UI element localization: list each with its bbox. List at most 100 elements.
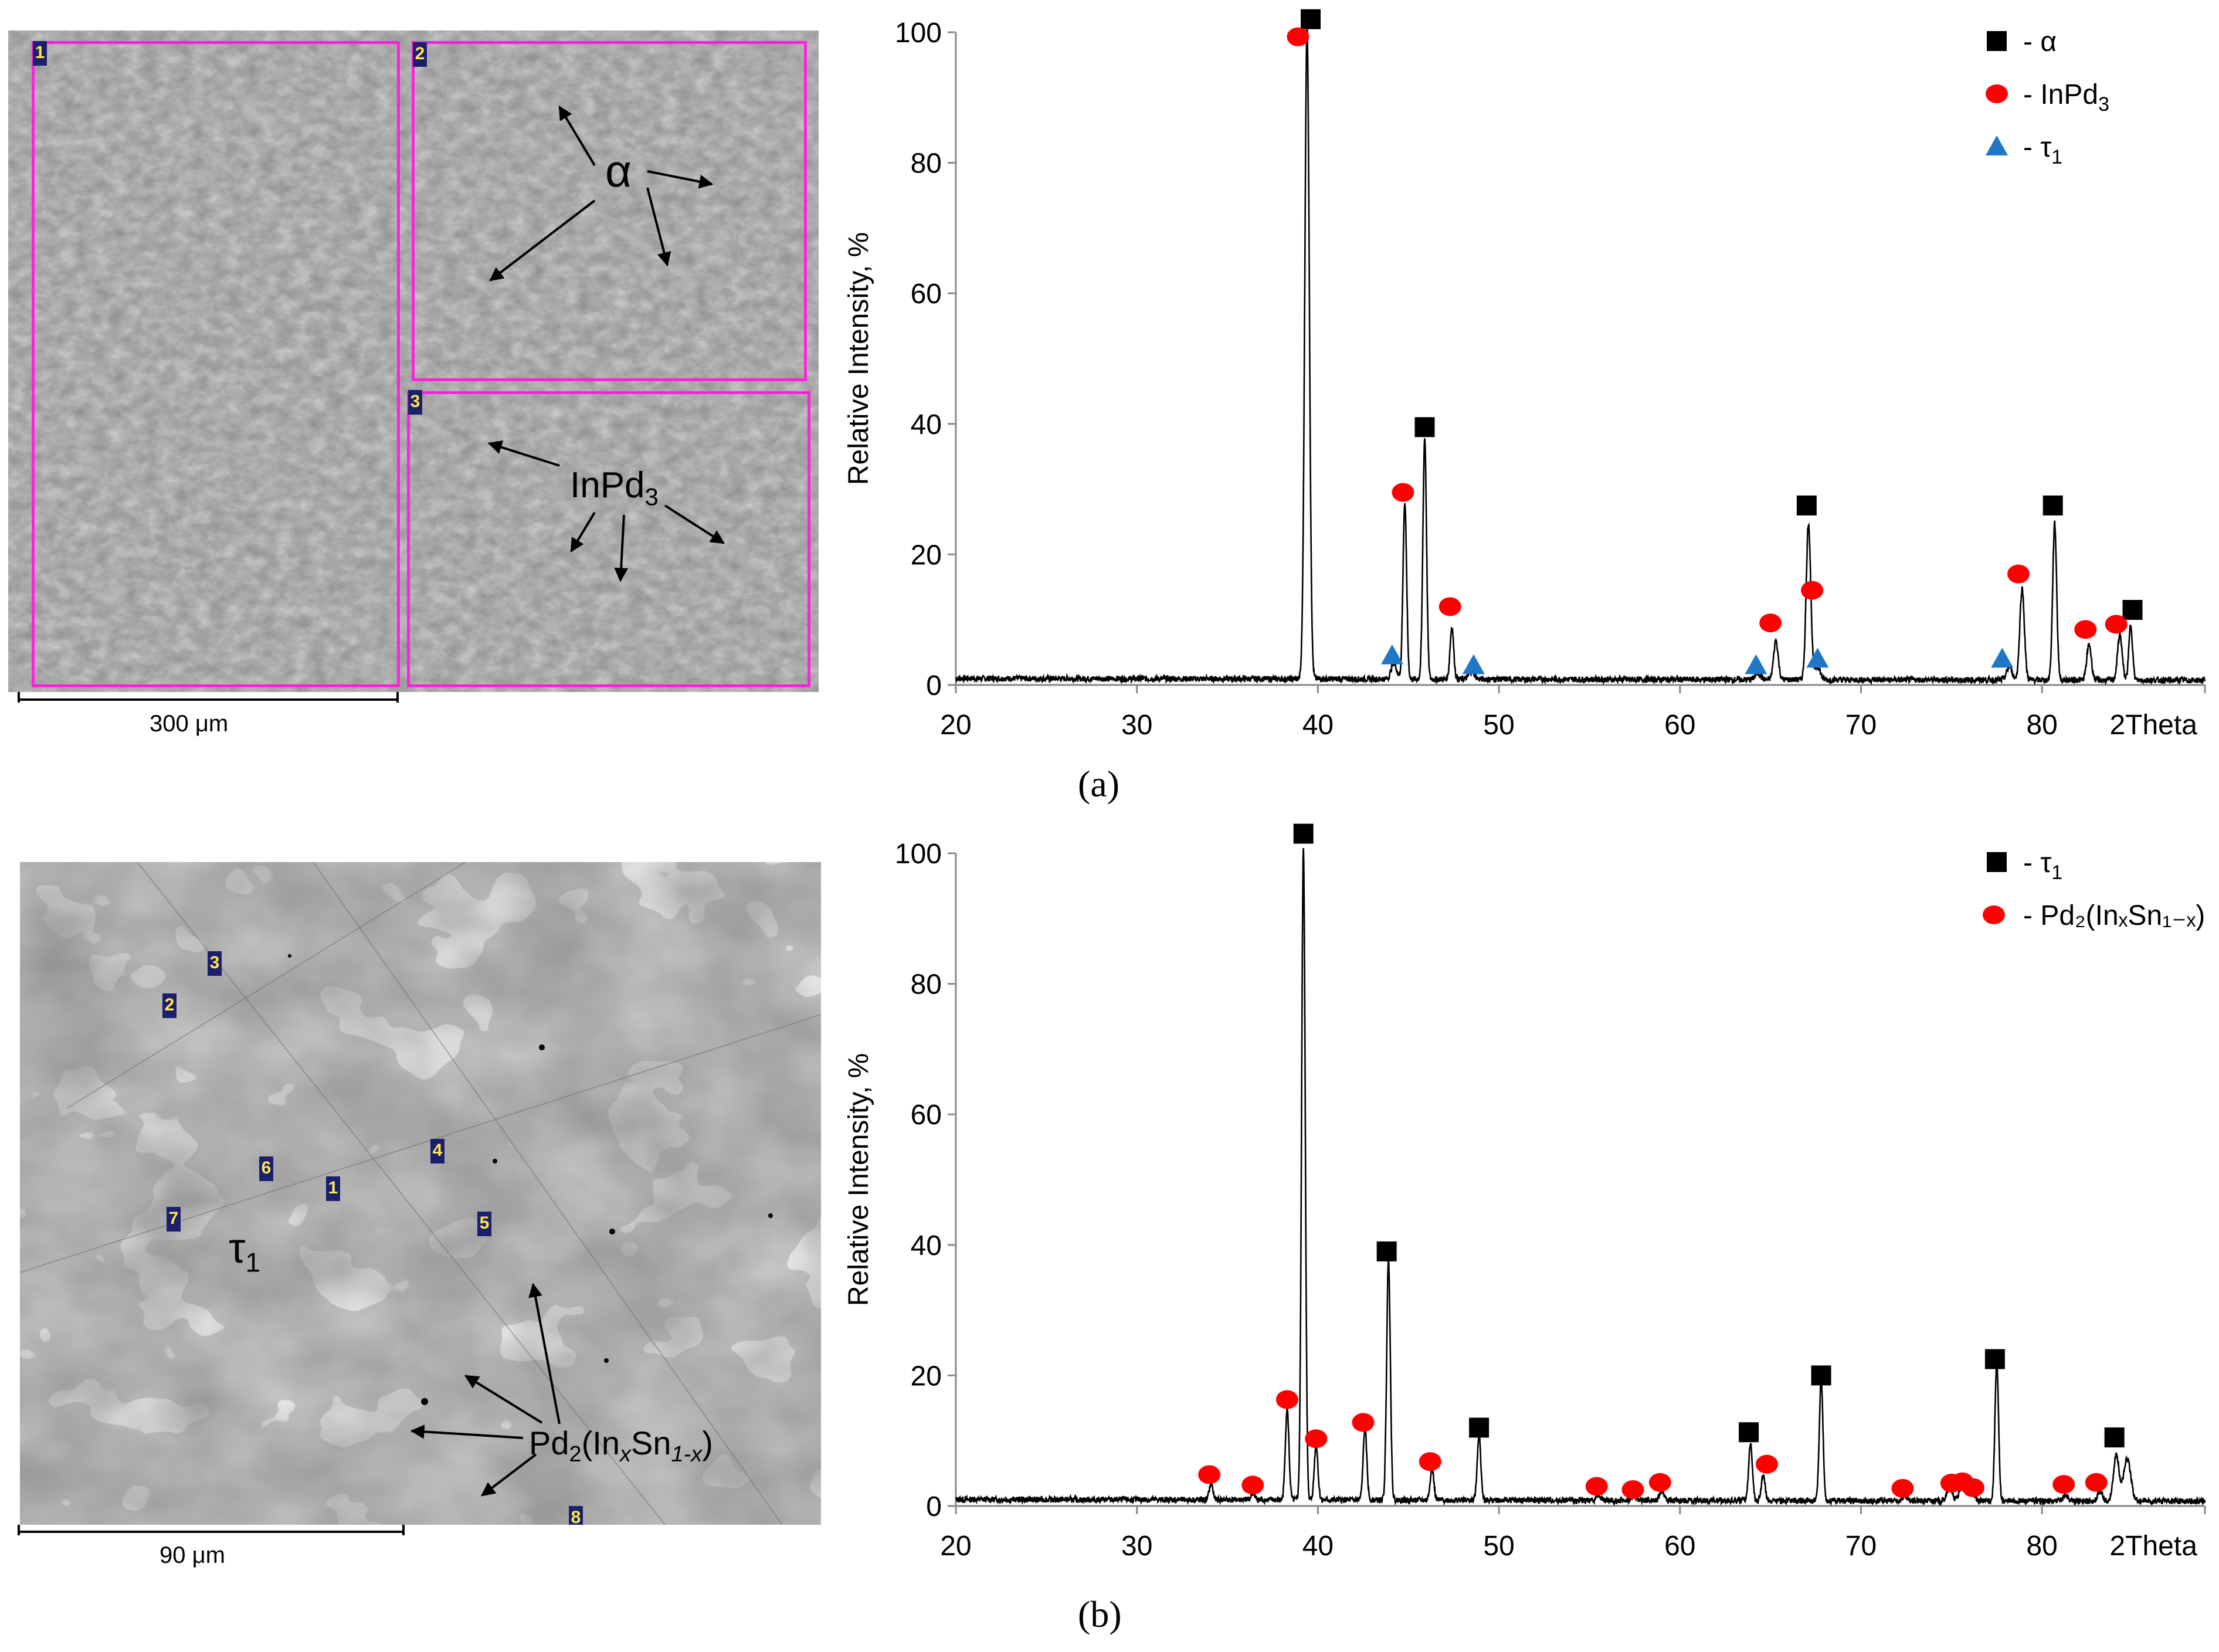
inpd3-phase-label-sub: 3 [644, 483, 659, 511]
chart-a-spectrum-line [955, 24, 2206, 686]
point-label-8: 8 [569, 1506, 583, 1525]
chart-a-marker-9 [1801, 581, 1824, 600]
pd2-phase-label: Pd2(InxSn1-x) [529, 1424, 713, 1467]
roi-box-1 [32, 41, 400, 687]
chart-b-marker-15 [1648, 1473, 1671, 1492]
chart-b-marker-0 [1293, 823, 1314, 844]
chart-b-x-tick-label-70: 70 [1845, 1531, 1877, 1562]
chart-a-marker-17 [1991, 647, 2014, 668]
chart-b-marker-3 [1739, 1422, 1759, 1443]
chart-a-legend-label-2-main: - τ [2023, 132, 2051, 163]
chart-a-marker-16 [1806, 647, 1829, 668]
point-label-3: 3 [208, 951, 222, 976]
chart-a-y-tick-label-80: 80 [911, 148, 942, 179]
chart-b-marker-8 [1241, 1475, 1264, 1495]
chart-a-y-tick-label-20: 20 [911, 540, 942, 571]
micrograph-a: 1 2 3 α InPd3 [8, 30, 819, 692]
chart-b-y-axis-label: Relative Intensity, % [843, 1053, 874, 1306]
chart-b-marker-20 [1962, 1478, 1984, 1497]
chart-a-legend-marker-0 [1987, 31, 2007, 51]
chart-b-marker-2 [1469, 1417, 1489, 1438]
scale-label-b: 90 μm [160, 1542, 225, 1568]
chart-b-legend-label-1-main: - Pd₂(InₓSn₁₋ₓ) [2023, 900, 2205, 931]
chart-b-legend-label-0: - τ1 [2023, 847, 2062, 884]
chart-b-x-tick-label-30: 30 [1121, 1531, 1152, 1562]
chart-a-x-tick-label-70: 70 [1845, 710, 1877, 741]
scale-label-a: 300 μm [150, 711, 229, 737]
chart-a-y-tick-label-40: 40 [911, 409, 942, 440]
inpd3-arrow-3 [614, 514, 629, 582]
scale-bar-b-tick-right [402, 1525, 405, 1535]
micrograph-b: 3 2 4 6 1 7 5 8 τ1 Pd2(InxSn1-x) [20, 862, 821, 1525]
chart-b-marker-6 [2104, 1427, 2125, 1448]
chart-a-x-tick-label-40: 40 [1302, 710, 1334, 741]
chart-b-y-tick-label-40: 40 [911, 1230, 942, 1261]
micrograph-b-texture [20, 862, 821, 1525]
chart-b-x-tick-label-40: 40 [1302, 1531, 1334, 1562]
chart-a-marker-8 [1759, 613, 1782, 633]
chart-a-marker-13 [1380, 644, 1403, 664]
pd2-arrow-3 [410, 1424, 524, 1439]
roi-box-2 [412, 41, 807, 381]
chart-b-marker-10 [1305, 1429, 1328, 1449]
pd2-label-sub1: 2 [569, 1442, 582, 1467]
chart-b-legend-label-0-sub: 1 [2051, 861, 2062, 884]
pd2-arrow-2 [464, 1375, 543, 1424]
chart-b-marker-22 [2085, 1473, 2108, 1492]
chart-a-marker-4 [2122, 600, 2143, 620]
xrd-chart-b: 0 20 40 60 80 100 20 30 40 50 60 70 80 2Theta Relative… [843, 823, 2206, 1562]
chart-b-spectrum-line [955, 848, 2206, 1507]
point-label-2: 2 [162, 993, 177, 1018]
chart-a-y-tick-label-100: 100 [895, 18, 942, 49]
scale-bar-b [18, 1531, 405, 1533]
inpd3-arrow-4 [664, 504, 725, 544]
scale-bar-b-tick-left [18, 1525, 20, 1535]
chart-a-legend-marker-1 [1986, 84, 2008, 103]
chart-a-marker-1 [1414, 417, 1435, 437]
xrd-chart-a: 0 20 40 60 80 100 20 30 40 50 60 70 80 2Theta Relative… [843, 9, 2206, 741]
pd2-label-sub2: 1-x [671, 1442, 703, 1467]
chart-b-marker-14 [1621, 1480, 1644, 1500]
inpd3-arrow-1 [487, 440, 560, 467]
alpha-arrow-3 [489, 199, 596, 281]
alpha-arrow-4 [646, 187, 671, 267]
pd2-label-sn: Sn [631, 1424, 671, 1461]
chart-b-y-tick-label-80: 80 [911, 969, 942, 1000]
chart-b-marker-13 [1585, 1477, 1608, 1496]
chart-a-x-tick-label-30: 30 [1121, 710, 1152, 741]
point-label-4: 4 [430, 1139, 445, 1163]
point-label-5: 5 [477, 1212, 491, 1236]
chart-b-x-tick-label-60: 60 [1664, 1531, 1695, 1562]
roi-label-1: 1 [33, 41, 47, 66]
chart-b-legend-label-0-main: - τ [2023, 847, 2051, 878]
chart-a-marker-5 [1287, 27, 1309, 46]
inpd3-arrow-2 [570, 511, 596, 553]
chart-b-x-tick-label-20: 20 [940, 1531, 971, 1562]
chart-b-legend-label-1: - Pd₂(InₓSn₁₋ₓ) [2023, 900, 2205, 931]
chart-b-x-tick-label-50: 50 [1483, 1531, 1514, 1562]
chart-a-marker-6 [1392, 483, 1414, 502]
chart-b-marker-16 [1755, 1454, 1778, 1474]
pd2-label-pd: Pd [529, 1424, 569, 1461]
scale-bar-a [18, 698, 399, 701]
chart-b-marker-7 [1198, 1465, 1221, 1484]
chart-b-marker-17 [1891, 1478, 1914, 1498]
chart-a-marker-12 [2105, 615, 2128, 634]
micrograph-a-arrows [487, 105, 725, 582]
chart-a-legend-label-0-main: - α [2023, 26, 2057, 57]
chart-a-legend-label-0: - α [2023, 26, 2057, 57]
tau1-phase-label-main: τ [229, 1225, 246, 1272]
chart-b-y-tick-label-0: 0 [926, 1491, 942, 1522]
roi-label-2: 2 [413, 42, 427, 67]
chart-a-y-axis-label: Relative Intensity, % [843, 232, 874, 485]
chart-b-y-tick-label-100: 100 [895, 839, 942, 870]
tau1-phase-label-sub: 1 [245, 1247, 261, 1278]
chart-b-marker-21 [2052, 1475, 2075, 1494]
chart-a-x-tick-label-20: 20 [940, 710, 971, 741]
chart-a-marker-10 [2007, 564, 2030, 584]
chart-a-legend-label-2: - τ1 [2023, 132, 2062, 168]
pd2-arrow-1 [528, 1283, 561, 1424]
chart-a-legend-label-1-main: - InPd [2023, 79, 2098, 110]
chart-b-marker-5 [1984, 1349, 2005, 1369]
roi-box-3 [407, 391, 810, 687]
